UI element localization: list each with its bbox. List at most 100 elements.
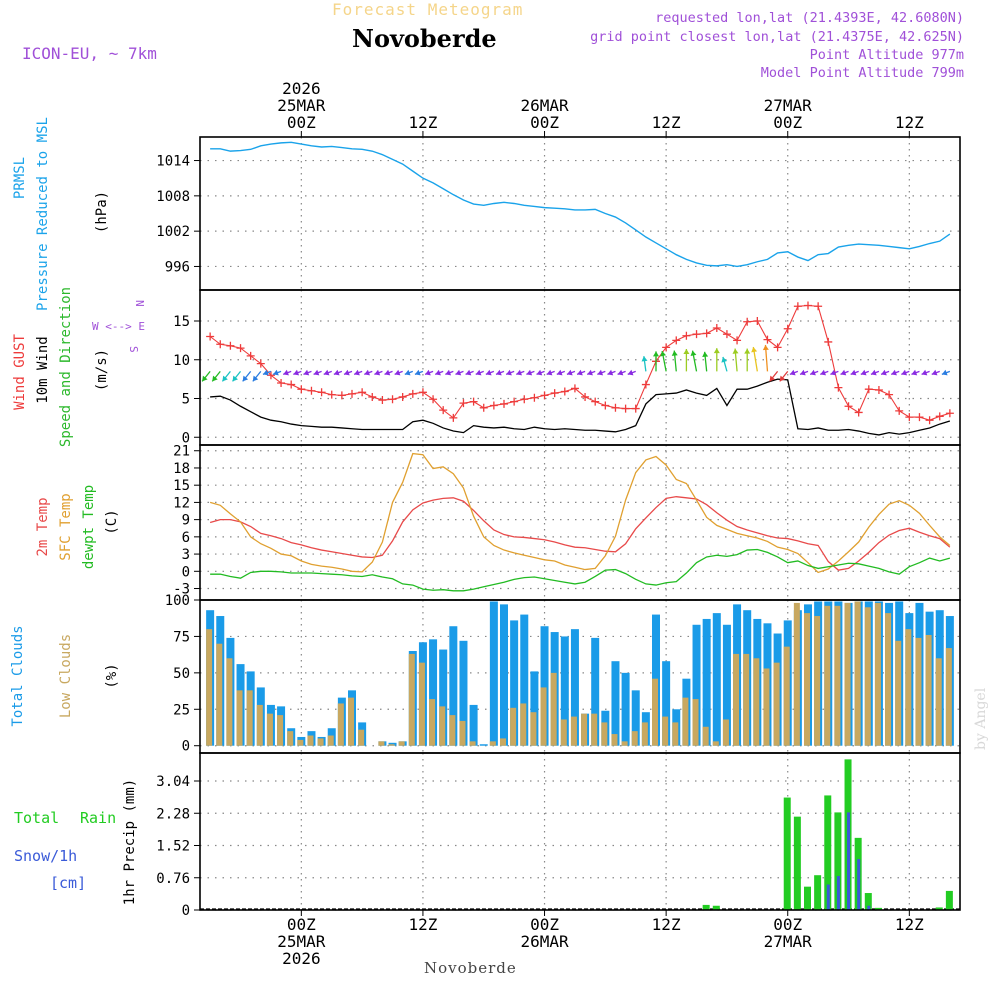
gust-marker xyxy=(540,391,549,400)
total-cloud-bar xyxy=(520,614,529,746)
wind-arrow-head xyxy=(830,369,837,376)
low-cloud-bar xyxy=(885,613,892,746)
wind-arrow-head xyxy=(252,375,259,382)
bottom-time-label: 26MAR xyxy=(520,932,569,951)
point-altitude-label: Point Altitude 977m xyxy=(809,47,964,63)
ytick-label-wind: 5 xyxy=(182,392,190,408)
wind-ylabel-gust: Wind GUST xyxy=(12,334,28,410)
low-cloud-bar xyxy=(672,722,679,746)
low-cloud-bar xyxy=(591,713,598,746)
total-cloud-bar xyxy=(560,636,569,746)
wind-arrow-head xyxy=(333,369,340,376)
ytick-label-temperature: 15 xyxy=(173,478,190,494)
wind-arrow-head xyxy=(202,375,208,382)
wind-arrow-head xyxy=(690,350,697,357)
low-cloud-bar xyxy=(327,735,334,746)
low-cloud-bar xyxy=(631,731,638,746)
pressure-ylabel-1: PRMSL xyxy=(12,157,28,199)
total-cloud-bar xyxy=(500,604,508,746)
low-cloud-bar xyxy=(307,735,314,746)
gust-marker xyxy=(641,380,650,389)
temp2m-line xyxy=(209,496,951,571)
low-cloud-bar xyxy=(459,720,466,746)
ytick-label-wind: 10 xyxy=(173,353,190,369)
requested-point-label: requested lon,lat (21.4393E, 42.6080N) xyxy=(655,10,964,26)
wind-arrow-head xyxy=(941,369,948,376)
low-cloud-bar xyxy=(449,715,456,746)
clouds-ylabel-low: Low Clouds xyxy=(58,634,74,718)
low-cloud-bar xyxy=(611,734,618,746)
low-cloud-bar xyxy=(864,607,871,746)
low-cloud-bar xyxy=(652,678,658,746)
gust-marker xyxy=(793,302,802,311)
pressure-ylabel-2: Pressure Reduced to MSL xyxy=(35,117,51,311)
panel-bg-pressure xyxy=(200,137,960,290)
wind-ylabel-direction: Speed and Direction xyxy=(58,287,74,447)
low-cloud-bar xyxy=(945,648,952,746)
total-cloud-bar xyxy=(439,649,448,746)
gust-marker xyxy=(418,388,427,397)
wind-arrow-head xyxy=(769,375,776,382)
total-cloud-bar xyxy=(469,704,478,746)
gust-marker xyxy=(773,343,782,352)
gust-marker xyxy=(277,379,286,387)
gust-marker xyxy=(885,390,894,399)
clouds-ylabel-total: Total Clouds xyxy=(10,625,26,726)
top-time-label: 2026 xyxy=(282,79,321,98)
watermark-text: by Angel xyxy=(973,687,989,750)
wind-arrow-head xyxy=(232,375,238,382)
wind-arrow-head xyxy=(744,348,751,354)
low-cloud-bar xyxy=(722,719,729,746)
low-cloud-bar xyxy=(560,719,567,746)
gust-marker xyxy=(256,359,265,368)
ytick-label-precip: 3.04 xyxy=(156,774,190,790)
gust-marker xyxy=(500,399,508,408)
low-cloud-bar xyxy=(408,653,415,746)
gust-marker xyxy=(935,412,944,421)
low-cloud-bar xyxy=(469,741,476,746)
wind-arrow-head xyxy=(850,369,857,376)
gust-marker xyxy=(895,406,904,415)
gust-marker xyxy=(368,392,377,401)
snow-bar xyxy=(857,859,861,910)
low-cloud-bar xyxy=(570,716,577,746)
gust-marker xyxy=(905,413,914,422)
wind-arrow-head xyxy=(820,369,827,376)
total-cloud-bar xyxy=(702,618,711,746)
gust-marker xyxy=(570,384,579,393)
wind-arrow-head xyxy=(721,356,728,363)
gust-marker xyxy=(489,401,498,410)
wind-arrow-head xyxy=(779,375,786,382)
gust-marker xyxy=(814,302,823,311)
chart-title-location: Novoberde xyxy=(352,24,497,53)
gust-marker xyxy=(317,388,326,397)
low-cloud-bar xyxy=(743,653,750,746)
top-time-label: 12Z xyxy=(408,113,437,132)
wind-arrow-head xyxy=(475,369,482,376)
rain-bar xyxy=(935,907,943,910)
total-cloud-bar xyxy=(722,624,731,746)
low-cloud-bar xyxy=(733,653,740,746)
gust-marker xyxy=(459,399,468,408)
gust-marker xyxy=(297,385,306,394)
wind-arrow-head xyxy=(810,369,816,376)
wind-arrow-head xyxy=(683,348,690,354)
temp-ylabel-unit: (C) xyxy=(104,509,120,534)
gust-marker xyxy=(429,395,438,404)
ytick-label-temperature: 21 xyxy=(173,444,190,460)
wind-arrow-head xyxy=(485,369,492,376)
gust-marker xyxy=(682,331,691,340)
gust-marker xyxy=(874,385,883,394)
gust-marker xyxy=(753,317,762,325)
rain-bar xyxy=(804,886,811,910)
wind-arrow-head xyxy=(901,369,908,376)
total-cloud-bar xyxy=(510,620,519,746)
low-cloud-bar xyxy=(398,741,405,746)
wind-arrow-head xyxy=(840,369,847,376)
wind-arrow-head xyxy=(566,369,573,376)
bottom-time-label: 12Z xyxy=(895,915,924,934)
wind-arrow-head xyxy=(212,375,218,382)
precip-ylabel: 1hr Precip (mm) xyxy=(122,779,138,905)
snow-bar xyxy=(847,812,851,910)
low-cloud-bar xyxy=(844,602,851,746)
